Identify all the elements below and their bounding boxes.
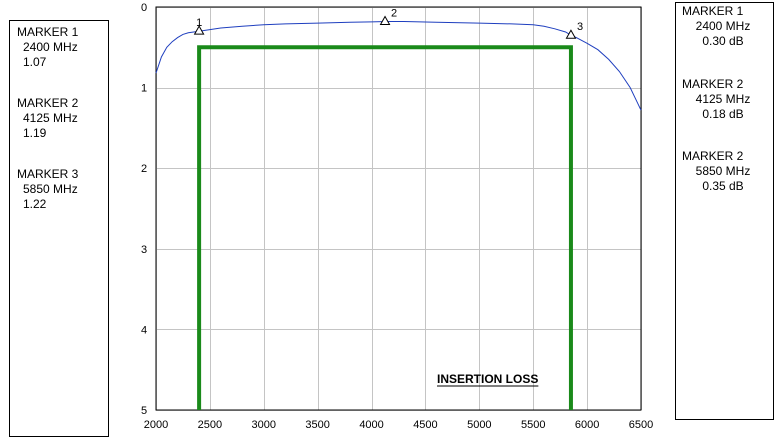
marker-frequency: 5850 MHz — [23, 182, 78, 196]
marker-vswr: 1.19 — [23, 126, 47, 140]
y-tick-label: 2 — [141, 163, 147, 175]
marker-title: MARKER 2 — [17, 96, 79, 110]
left-marker-3: MARKER 3 5850 MHz 1.22 — [17, 167, 78, 212]
marker-loss: 0.18 dB — [702, 107, 744, 121]
y-tick-label: 0 — [141, 2, 147, 14]
marker-frequency: 4125 MHz — [695, 92, 751, 106]
marker-title: MARKER 1 — [17, 25, 79, 39]
limit-mask — [197, 45, 573, 410]
right-marker-3: MARKER 2 5850 MHz 0.35 dB — [682, 149, 764, 194]
x-tick-label: 6000 — [575, 419, 599, 431]
marker-triangle — [193, 25, 205, 35]
left-marker-panel: MARKER 1 2400 MHz 1.07 MARKER 2 4125 MHz… — [9, 20, 109, 437]
right-marker-2: MARKER 2 4125 MHz 0.18 dB — [682, 77, 764, 122]
x-tick-label: 4000 — [359, 419, 383, 431]
marker-vswr: 1.22 — [23, 197, 47, 211]
chart-title: INSERTION LOSS — [437, 372, 538, 386]
marker-loss: 0.35 dB — [702, 179, 744, 193]
tick-labels: 2000 2500 3000 3500 4000 4500 5000 5500 6000 6500… — [141, 2, 653, 431]
y-tick-label: 1 — [141, 83, 147, 95]
marker-triangle — [565, 29, 577, 39]
x-tick-label: 3000 — [252, 419, 276, 431]
right-marker-panel: MARKER 1 2400 MHz 0.30 dB MARKER 2 4125 … — [675, 2, 774, 420]
marker-triangle — [379, 15, 391, 26]
marker-vswr: 1.07 — [23, 55, 47, 69]
left-marker-2: MARKER 2 4125 MHz 1.19 — [17, 96, 78, 141]
marker-frequency: 4125 MHz — [23, 111, 78, 125]
x-tick-label: 2000 — [144, 419, 168, 431]
marker-title: MARKER 3 — [17, 167, 79, 181]
right-marker-1: MARKER 1 2400 MHz 0.30 dB — [682, 4, 764, 49]
limit-line — [197, 45, 573, 410]
plot-frame — [155, 6, 642, 411]
marker-title: MARKER 2 — [682, 77, 744, 91]
x-tick-label: 4500 — [413, 419, 437, 431]
left-marker-1: MARKER 1 2400 MHz 1.07 — [17, 25, 78, 70]
x-tick-label: 6500 — [629, 419, 653, 431]
marker-number: 1 — [196, 17, 202, 29]
x-tick-label: 3500 — [305, 419, 329, 431]
marker-number: 3 — [577, 21, 583, 33]
y-tick-label: 3 — [141, 244, 147, 256]
marker-loss: 0.30 dB — [702, 34, 744, 48]
marker-frequency: 2400 MHz — [695, 19, 751, 33]
marker-title: MARKER 2 — [682, 149, 744, 163]
marker-frequency: 5850 MHz — [695, 164, 751, 178]
chart-title-group: INSERTION LOSS — [437, 372, 539, 387]
marker-number: 2 — [391, 8, 397, 20]
marker-frequency: 2400 MHz — [23, 40, 78, 54]
trace-markers: 1 2 3 — [193, 8, 583, 39]
x-tick-label: 2500 — [198, 419, 222, 431]
y-tick-label: 4 — [141, 324, 147, 336]
marker-title: MARKER 1 — [682, 4, 744, 18]
insertion-loss-trace — [155, 21, 642, 111]
x-tick-label: 5500 — [521, 419, 545, 431]
grid — [156, 7, 642, 411]
x-tick-label: 5000 — [467, 419, 491, 431]
y-tick-label: 5 — [141, 405, 147, 417]
